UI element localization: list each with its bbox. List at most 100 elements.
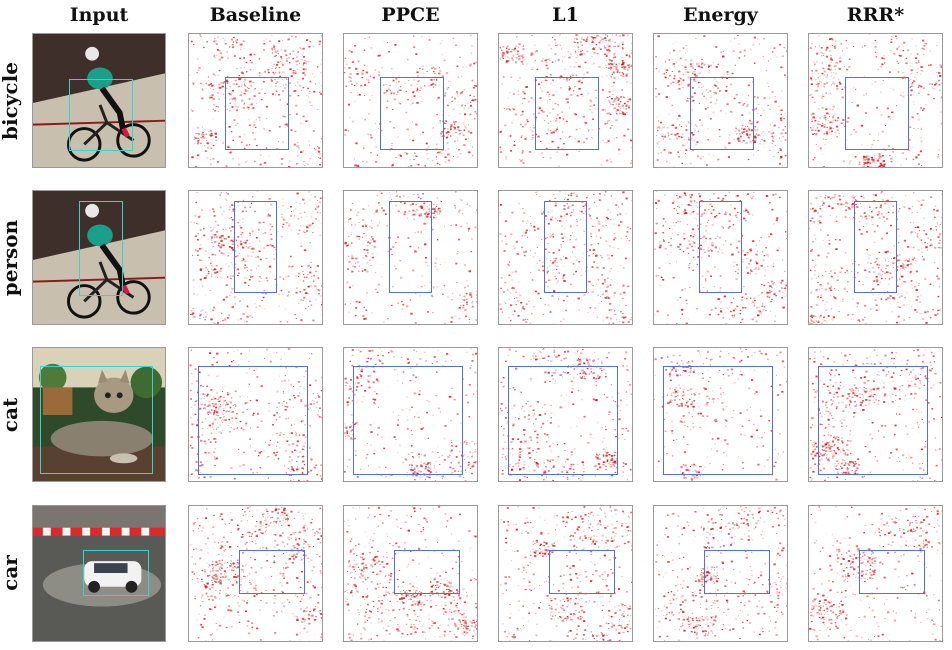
attribution-speckle	[940, 111, 942, 113]
attribution-speckle	[249, 69, 252, 71]
attribution-speckle	[756, 121, 759, 124]
attribution-speckle	[522, 305, 524, 308]
attribution-speckle	[296, 145, 299, 148]
attribution-speckle	[871, 159, 873, 161]
attribution-speckle	[687, 71, 690, 73]
attribution-speckle	[916, 71, 918, 73]
attribution-speckle	[811, 112, 814, 115]
attribution-speckle	[887, 291, 889, 292]
attribution-speckle	[668, 135, 670, 137]
attribution-speckle	[357, 71, 359, 73]
attribution-speckle	[696, 99, 698, 101]
attribution-speckle	[241, 260, 243, 262]
attribution-speckle	[258, 58, 261, 60]
attribution-speckle	[273, 63, 275, 65]
attribution-speckle	[617, 283, 618, 284]
attribution-speckle	[784, 154, 787, 157]
attribution-speckle	[522, 162, 525, 164]
attribution-speckle	[309, 266, 312, 268]
attribution-speckle	[514, 61, 517, 64]
attribution-speckle	[534, 290, 537, 293]
attribution-speckle	[679, 150, 681, 151]
attribution-speckle	[778, 247, 780, 249]
attribution-speckle	[302, 271, 304, 272]
attribution-speckle	[578, 261, 581, 263]
attribution-speckle	[827, 120, 829, 122]
attribution-speckle	[621, 57, 623, 59]
attribution-speckle	[773, 140, 775, 142]
attribution-speckle	[879, 157, 881, 159]
attribution-speckle	[820, 222, 822, 224]
attribution-speckle	[532, 256, 535, 258]
attribution-speckle	[908, 150, 910, 152]
attribution-speckle	[359, 94, 361, 96]
attribution-speckle	[752, 195, 754, 197]
attribution-speckle	[821, 122, 824, 124]
attribution-speckle	[422, 193, 424, 195]
attribution-speckle	[596, 52, 599, 55]
attribution-speckle	[219, 50, 221, 52]
attribution-speckle	[249, 234, 251, 236]
attribution-speckle	[271, 52, 273, 54]
attribution-speckle	[303, 249, 307, 252]
attribution-speckle	[746, 134, 748, 136]
attribution-speckle	[200, 314, 202, 316]
attribution-speckle	[748, 303, 750, 305]
attribution-speckle	[837, 67, 840, 69]
attribution-speckle	[726, 307, 729, 310]
attribution-speckle	[415, 123, 418, 126]
attribution-speckle	[226, 82, 229, 84]
attribution-speckle	[213, 103, 216, 106]
attribution-speckle	[368, 259, 371, 261]
attribution-speckle	[677, 58, 680, 61]
attribution-speckle	[921, 247, 923, 249]
attribution-speckle	[745, 130, 748, 132]
attribution-speckle	[362, 257, 365, 259]
attribution-speckle	[809, 270, 812, 273]
attribution-speckle	[911, 135, 913, 136]
attribution-speckle	[472, 154, 474, 157]
attribution-speckle	[540, 109, 543, 112]
attribution-speckle	[819, 284, 822, 286]
attribution-speckle	[823, 55, 824, 56]
attribution-speckle	[291, 35, 293, 37]
attribution-speckle	[363, 249, 366, 251]
attribution-speckle	[591, 63, 593, 65]
attribution-speckle	[722, 55, 725, 58]
attribution-speckle	[685, 125, 688, 127]
attribution-speckle	[544, 59, 547, 62]
attribution-speckle	[773, 293, 776, 296]
attribution-speckle	[895, 35, 897, 37]
attribution-speckle	[274, 79, 276, 80]
attribution-speckle	[752, 240, 755, 243]
attribution-speckle	[673, 75, 676, 77]
attribution-speckle	[593, 39, 595, 41]
attribution-speckle	[679, 221, 681, 223]
attribution-speckle	[614, 237, 617, 239]
attribution-speckle	[735, 195, 737, 197]
attribution-speckle	[225, 192, 227, 194]
attribution-speckle	[563, 199, 565, 200]
attribution-speckle	[356, 261, 360, 264]
attribution-speckle	[575, 270, 577, 273]
attribution-speckle	[515, 47, 516, 49]
attribution-speckle	[615, 34, 617, 36]
attribution-speckle	[250, 85, 253, 87]
attribution-speckle	[872, 160, 875, 163]
attribution-speckle	[233, 55, 236, 57]
attribution-speckle	[742, 250, 744, 252]
attribution-speckle	[687, 203, 690, 206]
attribution-speckle	[357, 211, 360, 214]
attribution-speckle	[416, 87, 419, 89]
attribution-speckle	[823, 86, 825, 88]
attribution-speckle	[662, 126, 665, 129]
attribution-speckle	[192, 44, 195, 46]
attribution-speckle	[228, 209, 230, 211]
attribution-speckle	[826, 74, 828, 76]
attribution-speckle	[451, 96, 453, 98]
attribution-speckle	[289, 94, 292, 97]
column-header-rrr: RRR*	[846, 4, 905, 26]
attribution-speckle	[344, 129, 347, 132]
attribution-speckle	[211, 253, 214, 256]
attribution-speckle	[888, 204, 891, 207]
